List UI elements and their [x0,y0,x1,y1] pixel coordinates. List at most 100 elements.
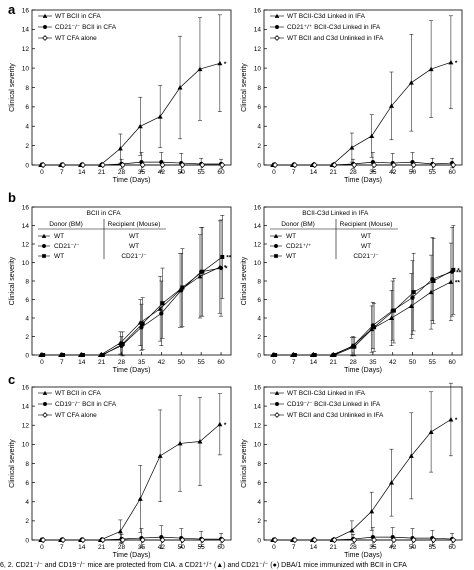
x-tick-label: 14 [310,169,318,176]
data-point [40,161,47,169]
series-line [40,62,220,166]
data-point [157,114,163,119]
data-point [139,536,146,544]
y-tick-label: 16 [254,204,262,211]
data-point [450,161,457,169]
y-tick-label: 14 [254,403,262,410]
legend-label: WT BCII in CFA [55,390,101,397]
y-tick-label: 10 [254,260,262,267]
x-axis-title: Time (Days) [344,367,382,374]
series-1-circle-filled [271,527,455,548]
x-tick-label: 0 [40,169,44,176]
x-tick-label: 14 [78,544,86,551]
y-tick-label: 2 [257,334,261,341]
x-tick-label: 14 [78,169,86,176]
legend-marker [42,390,48,395]
y-tick-label: 16 [22,7,30,14]
legend-header-recipient: Recipient (Mouse) [340,221,393,228]
data-point [448,417,454,422]
legend-marker [273,233,279,238]
data-point [372,325,377,330]
legend-recipient: CD21⁻/⁻ [121,253,147,260]
data-point [119,536,126,544]
x-tick-label: 50 [178,359,186,366]
data-point [177,440,183,446]
significance-label: ** [226,254,232,261]
data-point [408,80,414,85]
x-tick-label: 42 [389,359,397,366]
legend-marker [42,254,46,258]
data-point [220,254,225,259]
x-axis-title: Time (Days) [113,552,151,559]
legend-label: CD19⁻/⁻ BCII-C3d Linked in IFA [287,401,381,408]
y-tick-label: 4 [25,124,29,131]
y-tick-label: 0 [257,537,261,544]
x-tick-label: 14 [310,359,318,366]
legend-label: WT BCII-C3d Linked in IFA [287,390,366,397]
x-tick-label: 60 [448,544,456,551]
legend-header-recipient: Recipient (Mouse) [108,221,161,228]
data-point [80,353,85,357]
data-point [391,308,396,313]
data-point [61,353,66,357]
x-tick-label: 0 [40,544,44,551]
x-tick-label: 55 [198,359,206,366]
data-point [408,303,414,308]
y-axis-title: Clinical severity [9,63,16,112]
y-axis-title: Clinical severity [9,256,16,305]
series-0-triangle-filled: * [270,15,458,167]
x-tick-label: 21 [330,544,338,551]
data-point [411,290,416,295]
x-axis-title: Time (Days) [113,367,151,374]
panel-letter-b: b [8,190,16,205]
significance-label: * [455,417,458,424]
data-point [137,123,143,129]
y-tick-label: 8 [257,461,261,468]
y-tick-label: 12 [22,423,30,430]
x-tick-label: 35 [369,169,377,176]
data-point [351,536,358,544]
data-point [197,66,203,72]
y-tick-label: 12 [254,46,262,53]
data-point [139,161,146,169]
y-axis-title: Clinical severity [241,439,248,488]
data-point [428,429,434,434]
data-point [137,496,143,501]
legend-recipient: WT [129,233,139,240]
data-point [272,161,279,169]
x-tick-label: 28 [349,169,357,176]
data-point [199,536,206,544]
legend-label: WT BCII and C3d Unlinked in IFA [287,35,384,42]
data-point [369,508,375,514]
y-axis-title: Clinical severity [9,439,16,488]
data-point [160,301,165,306]
data-point [117,528,123,534]
data-point [140,321,145,326]
x-tick-label: 35 [369,359,377,366]
data-point [448,59,454,65]
significance-label: ** [456,269,462,276]
x-tick-label: 21 [98,544,106,551]
data-point [197,439,203,444]
data-point [390,161,397,169]
y-axis-title: Clinical severity [241,256,248,305]
data-point [177,85,183,90]
y-tick-label: 12 [254,241,262,248]
y-tick-label: 0 [25,537,29,544]
legend-donor: WT [286,233,296,240]
y-tick-label: 14 [254,27,262,34]
legend-marker [41,233,47,238]
data-point [332,353,337,357]
data-point [410,161,417,169]
x-tick-label: 55 [429,544,437,551]
data-point [371,536,378,544]
x-tick-label: 55 [429,169,437,176]
data-point [430,536,437,544]
data-point [430,161,437,169]
x-tick-label: 60 [217,544,225,551]
legend-label: WT BCII in CFA [55,13,101,20]
y-tick-label: 4 [25,315,29,322]
data-point [389,480,394,485]
